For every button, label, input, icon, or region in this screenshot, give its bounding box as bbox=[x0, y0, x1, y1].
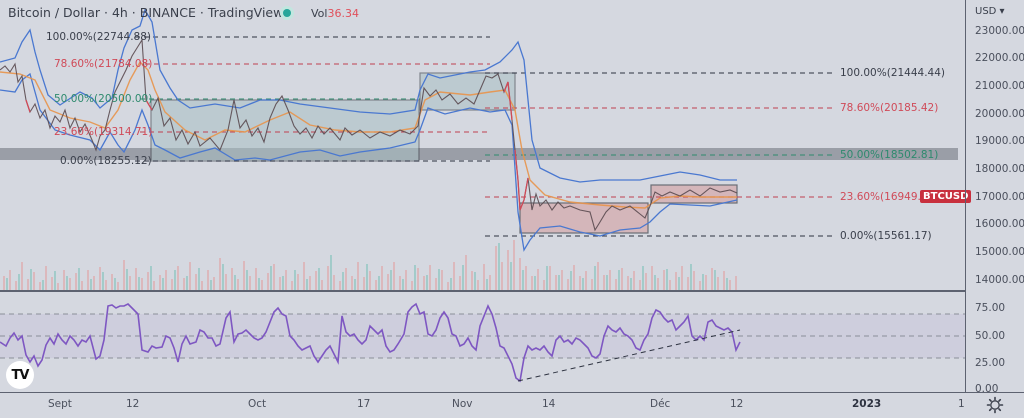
volume-value: 36.34 bbox=[327, 7, 359, 20]
fib-left-23: 23.60%(19314.71) bbox=[54, 126, 153, 138]
price-tick: 17000.00 bbox=[975, 191, 1024, 203]
price-tick: 18000.00 bbox=[975, 163, 1024, 175]
fib-right-78: 78.60%(20185.42) bbox=[840, 102, 939, 114]
time-tick: 17 bbox=[357, 398, 371, 410]
time-tick: Déc bbox=[650, 398, 671, 410]
symbol-price-badge: BTCUSD bbox=[920, 190, 972, 203]
tradingview-logo-icon[interactable]: TV bbox=[6, 361, 34, 389]
fib-left-100: 100.00%(22744.88) bbox=[46, 31, 152, 43]
price-tick: 14000.00 bbox=[975, 274, 1024, 286]
market-status-icon bbox=[283, 9, 291, 17]
rsi-tick: 0.00 bbox=[975, 383, 999, 392]
fib-right-50: 50.00%(18502.81) bbox=[840, 149, 939, 161]
volume-legend[interactable]: Vol36.34 bbox=[311, 7, 359, 20]
price-tick: 19000.00 bbox=[975, 135, 1024, 147]
price-axis[interactable] bbox=[965, 0, 1024, 392]
settings-gear-icon[interactable] bbox=[986, 396, 1004, 414]
fib-left-78: 78.60%(21784.08) bbox=[54, 58, 153, 70]
price-tick: 23000.00 bbox=[975, 25, 1024, 37]
rsi-tick: 50.00 bbox=[975, 330, 1006, 342]
price-tick: 22000.00 bbox=[975, 52, 1024, 64]
volume-label: Vol bbox=[311, 7, 328, 20]
price-tick: 20000.00 bbox=[975, 108, 1024, 120]
currency-selector[interactable]: USD ▾ bbox=[975, 6, 1005, 17]
time-axis[interactable] bbox=[0, 392, 1024, 418]
fib-right-23: 23.60%(16949.62) bbox=[840, 191, 939, 203]
time-tick-year: 2023 bbox=[852, 398, 882, 410]
price-tick: 16000.00 bbox=[975, 218, 1024, 230]
time-tick: Sept bbox=[48, 398, 72, 410]
fib-left-0: 0.00%(18255.12) bbox=[60, 155, 152, 167]
time-tick: 12 bbox=[730, 398, 744, 410]
chart-title: Bitcoin / Dollar · 4h · BINANCE · Tradin… bbox=[8, 5, 284, 20]
time-tick: 12 bbox=[126, 398, 140, 410]
time-tick: 14 bbox=[542, 398, 556, 410]
fib-right-100: 100.00%(21444.44) bbox=[840, 67, 946, 79]
price-tick: 15000.00 bbox=[975, 246, 1024, 258]
fib-left-50: 50.00%(20500.00) bbox=[54, 93, 153, 105]
time-tick: Nov bbox=[452, 398, 473, 410]
price-tick: 21000.00 bbox=[975, 80, 1024, 92]
time-tick: 1 bbox=[958, 398, 964, 410]
rsi-tick: 75.00 bbox=[975, 302, 1006, 314]
pane-separator[interactable] bbox=[0, 290, 965, 292]
rsi-tick: 25.00 bbox=[975, 357, 1006, 369]
time-tick: Oct bbox=[248, 398, 267, 410]
fib-right-0: 0.00%(15561.17) bbox=[840, 230, 932, 242]
